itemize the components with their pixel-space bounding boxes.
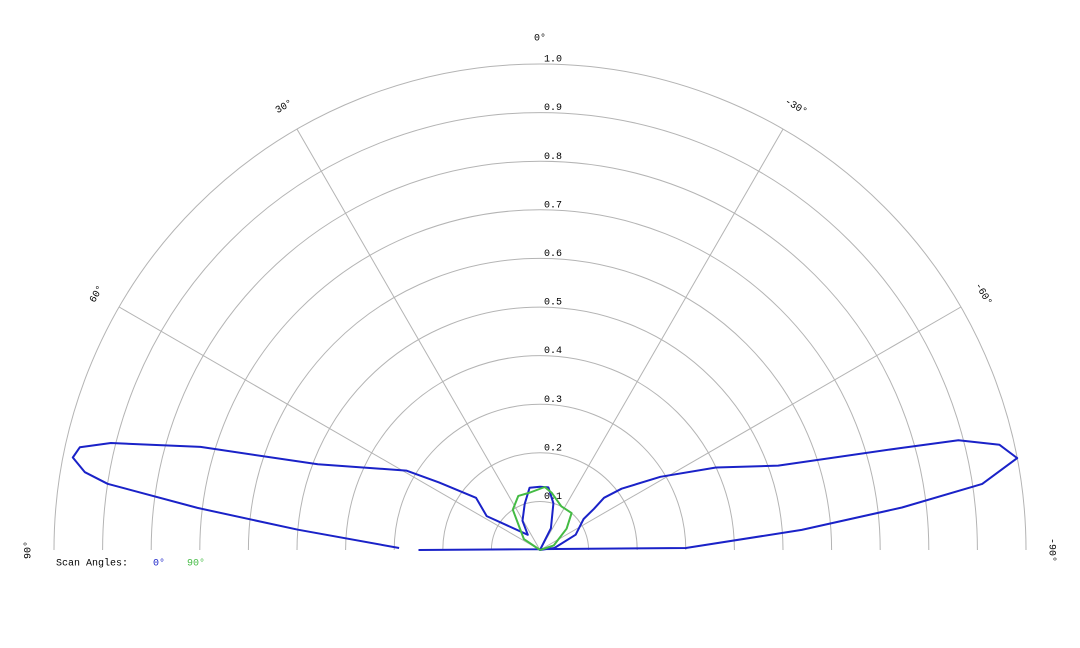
grid-ring <box>442 452 638 551</box>
r-tick-label: 0.5 <box>544 298 562 309</box>
grid-ring <box>102 112 978 551</box>
legend-title: Scan Angles: <box>56 558 128 570</box>
grid-ring <box>199 209 881 551</box>
spoke <box>296 128 541 551</box>
r-tick-label: 0.1 <box>544 492 562 503</box>
r-tick-label: 0.8 <box>544 152 562 163</box>
grid-ring <box>247 257 833 551</box>
r-tick-label: 0.6 <box>544 249 562 260</box>
grid-ring <box>53 63 1027 551</box>
theta-tick-label: 60° <box>87 284 106 306</box>
r-tick-label: 1.0 <box>544 55 562 66</box>
theta-tick-label: -60° <box>972 281 994 308</box>
grid-ring <box>150 160 930 551</box>
legend-entry: 0° <box>153 558 165 570</box>
grid-ring <box>490 500 590 551</box>
theta-tick-label: 30° <box>274 97 296 116</box>
grid-ring <box>345 355 735 551</box>
grid-ring <box>296 306 784 551</box>
spoke <box>539 128 784 551</box>
r-tick-label: 0.9 <box>544 103 562 114</box>
series-line <box>511 486 573 551</box>
spoke <box>118 306 541 551</box>
grid-ring <box>393 403 687 551</box>
theta-tick-label: 90° <box>23 541 35 559</box>
theta-tick-label: -90° <box>1045 538 1057 562</box>
r-tick-label: 0.7 <box>544 200 562 211</box>
theta-tick-label: -30° <box>782 96 809 118</box>
legend-entry: 90° <box>187 558 205 570</box>
theta-tick-label: 0° <box>534 33 546 45</box>
series-line <box>71 439 1019 551</box>
spoke <box>539 306 962 551</box>
r-tick-label: 0.2 <box>544 443 562 454</box>
r-tick-label: 0.3 <box>544 395 562 406</box>
r-tick-label: 0.4 <box>544 346 562 357</box>
